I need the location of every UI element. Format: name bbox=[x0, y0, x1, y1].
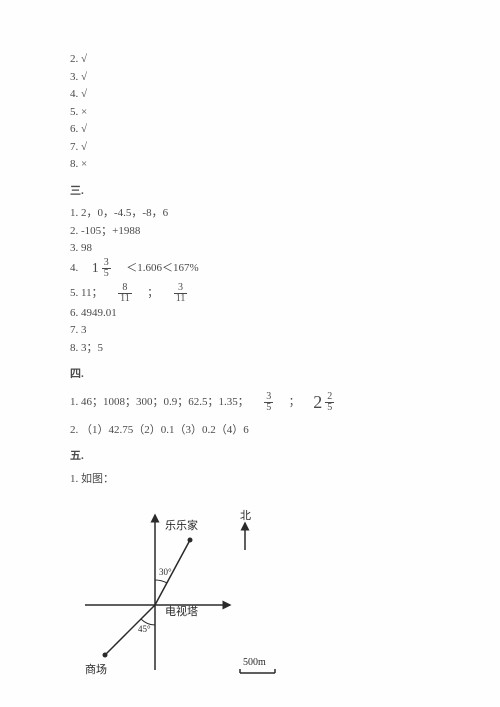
item: 4. √ bbox=[70, 86, 430, 103]
diagram: 乐乐家 北 30° 电视塔 45° 商场 500m bbox=[70, 495, 430, 695]
s3-l1: 1. 2，0，-4.5，-8，6 bbox=[70, 205, 430, 222]
item: 8. × bbox=[70, 156, 430, 173]
item: 7. √ bbox=[70, 139, 430, 156]
item: 5. × bbox=[70, 104, 430, 121]
s3-l8: 8. 3；5 bbox=[70, 340, 430, 357]
label-angle1: 30° bbox=[159, 567, 172, 577]
section-3-head: 三. bbox=[70, 183, 430, 200]
label-scale: 500m bbox=[243, 657, 266, 668]
section-5-head: 五. bbox=[70, 448, 430, 465]
mixed-fraction: 1 35 bbox=[92, 258, 113, 279]
s3-l3: 3. 98 bbox=[70, 240, 430, 257]
s3-l5: 5. 11； 811 ； 311 bbox=[70, 283, 430, 304]
item: 3. √ bbox=[70, 69, 430, 86]
fraction: 811 bbox=[118, 283, 132, 304]
label-top: 乐乐家 bbox=[165, 518, 198, 532]
section-4-head: 四. bbox=[70, 366, 430, 383]
label-mid: 电视塔 bbox=[165, 604, 198, 618]
s3-l7: 7. 3 bbox=[70, 322, 430, 339]
label-north: 北 bbox=[240, 509, 251, 522]
item: 2. √ bbox=[70, 51, 430, 68]
fraction: 35 bbox=[264, 392, 273, 413]
s3-l4: 4. 1 35 ＜1.606＜167% bbox=[70, 258, 430, 279]
label-angle2: 45° bbox=[138, 624, 151, 634]
item: 6. √ bbox=[70, 121, 430, 138]
s3-l6: 6. 4949.01 bbox=[70, 305, 430, 322]
s3-l2: 2. -105；+1988 bbox=[70, 223, 430, 240]
section-2-list: 2. √ 3. √ 4. √ 5. × 6. √ 7. √ 8. × bbox=[70, 51, 430, 173]
s4-l2: 2. （1）42.75（2）0.1（3）0.2（4）6 bbox=[70, 422, 430, 439]
mixed-fraction: 2 25 bbox=[313, 389, 336, 416]
s5-l1: 1. 如图： bbox=[70, 471, 430, 488]
label-bottom: 商场 bbox=[85, 662, 107, 676]
fraction: 311 bbox=[174, 283, 188, 304]
s4-l1: 1. 46；1008；300；0.9；62.5；1.35； 35 ； 2 25 bbox=[70, 389, 430, 416]
